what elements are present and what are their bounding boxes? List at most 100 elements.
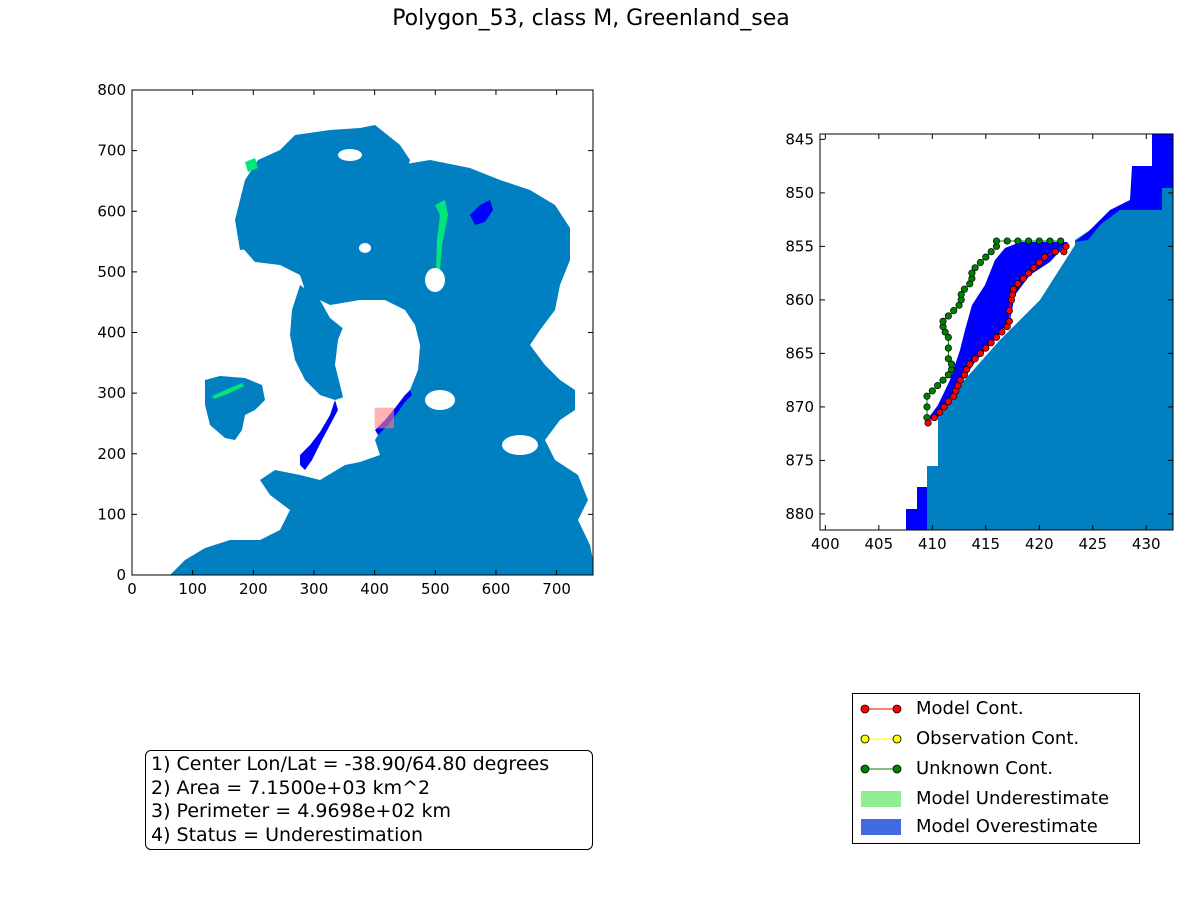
stat-status: 4) Status = Underestimation [151,824,587,848]
overview-ytick-label: 200 [97,445,126,463]
model-contour-point [1015,281,1021,287]
zoom-ytick-label: 875 [785,451,814,469]
unknown-contour-point [1036,238,1042,244]
unknown-contour-point [1004,238,1010,244]
zoom-xtick-label: 430 [1132,535,1161,553]
overview-xtick-label: 600 [482,580,511,598]
unknown-contour-point [940,318,946,324]
unknown-contour-point [983,254,989,260]
unknown-contour-point [945,356,951,362]
legend-symbol-model-overestimate [859,815,903,839]
model-contour-point [937,409,943,415]
overview-ytick-label: 100 [97,505,126,523]
unknown-contour-point [924,404,930,410]
zoom-xtick-label: 425 [1078,535,1107,553]
unknown-contour-point [951,307,957,313]
model-contour-point [972,356,978,362]
zoom-ytick-label: 845 [785,130,814,148]
overview-xtick-label: 700 [542,580,571,598]
zoom-xtick-label: 420 [1025,535,1054,553]
zoom-map: 400 405 410 415 420 425 430 845 850 855 860 865 870 8… [785,130,1173,553]
model-contour-point [1052,249,1058,255]
model-contour-point [1006,318,1012,324]
model-contour-point [1031,265,1037,271]
unknown-contour-point [924,393,930,399]
overview-xtick-label: 200 [239,580,268,598]
stat-center: 1) Center Lon/Lat = -38.90/64.80 degrees [151,753,587,777]
unknown-contour-point [961,286,967,292]
model-contour-point [957,377,963,383]
zoom-ytick-label: 865 [785,344,814,362]
legend-item-model-overestimate: Model Overestimate [853,812,1139,842]
zoom-overestimate-lower [906,487,927,530]
zoom-ytick-label: 870 [785,398,814,416]
legend-item-observation-cont: Observation Cont. [853,724,1139,754]
model-contour-point [967,361,973,367]
overview-xtick-label: 400 [360,580,389,598]
unknown-contour-point [945,345,951,351]
model-contour-point [925,420,931,426]
legend-label-observation-cont: Observation Cont. [916,727,1079,751]
zoom-xtick-label: 405 [865,535,894,553]
overview-xtick-label: 0 [127,580,137,598]
stat-area: 2) Area = 7.1500e+03 km^2 [151,777,587,801]
model-contour-point [983,345,989,351]
model-contour-point [1063,243,1069,249]
model-contour-point [1025,270,1031,276]
zoom-region-marker [375,408,394,429]
legend-item-unknown-cont: Unknown Cont. [853,754,1139,784]
model-contour-point [1006,307,1012,313]
unknown-contour-point [993,238,999,244]
model-contour-point [999,329,1005,335]
overview-ytick-label: 600 [97,202,126,220]
overestimate-strip-west [300,400,338,470]
model-contour-point [988,340,994,346]
legend-symbol-model-underestimate [859,787,903,811]
model-contour-point [931,414,937,420]
overview-ytick-label: 500 [97,263,126,281]
zoom-ytick-label: 855 [785,237,814,255]
legend-symbol-observation-cont [859,727,903,751]
stat-perimeter: 3) Perimeter = 4.9698e+02 km [151,800,587,824]
legend-symbol-model-cont [859,697,903,721]
zoom-xtick-label: 400 [811,535,840,553]
model-contour-point [1020,275,1026,281]
legend-symbol-unknown-cont [859,757,903,781]
polygon-stats-box: 1) Center Lon/Lat = -38.90/64.80 degrees… [145,750,593,850]
overview-ytick-label: 0 [116,566,126,584]
zoom-xtick-label: 415 [971,535,1000,553]
overview-ytick-label: 400 [97,324,126,342]
model-contour-point [945,398,951,404]
zoom-ytick-label: 880 [785,505,814,523]
overview-ytick-label: 800 [97,81,126,99]
zoom-ytick-label: 860 [785,291,814,309]
zoom-ytick-label: 850 [785,184,814,202]
overview-ytick-label: 300 [97,384,126,402]
land-island-4 [338,149,362,161]
overview-ytick-label: 700 [97,142,126,160]
model-contour-point [1036,259,1042,265]
land-island-3 [425,390,455,410]
unknown-contour-point [945,313,951,319]
unknown-contour-point [1025,238,1031,244]
model-contour-point [1041,254,1047,260]
unknown-contour-point [988,249,994,255]
legend-item-model-underestimate: Model Underestimate [853,784,1139,814]
unknown-contour-point [1047,238,1053,244]
overview-xtick-label: 300 [300,580,329,598]
legend-label-model-cont: Model Cont. [916,697,1024,721]
ocean-area-canada [205,376,265,440]
unknown-contour-point [977,259,983,265]
overview-xtick-label: 100 [178,580,207,598]
unknown-contour-point [934,382,940,388]
unknown-contour-point [972,265,978,271]
legend-label-unknown-cont: Unknown Cont. [916,757,1053,781]
unknown-contour-point [1015,238,1021,244]
legend-item-model-cont: Model Cont. [853,694,1139,724]
model-contour-point [1010,286,1016,292]
overview-map: 0 100 200 300 400 500 600 700 0 100 200 300 400 500 60… [97,81,593,598]
land-island-2 [425,268,445,292]
unknown-contour-point [929,388,935,394]
unknown-contour-point [940,377,946,383]
model-contour-point [993,334,999,340]
